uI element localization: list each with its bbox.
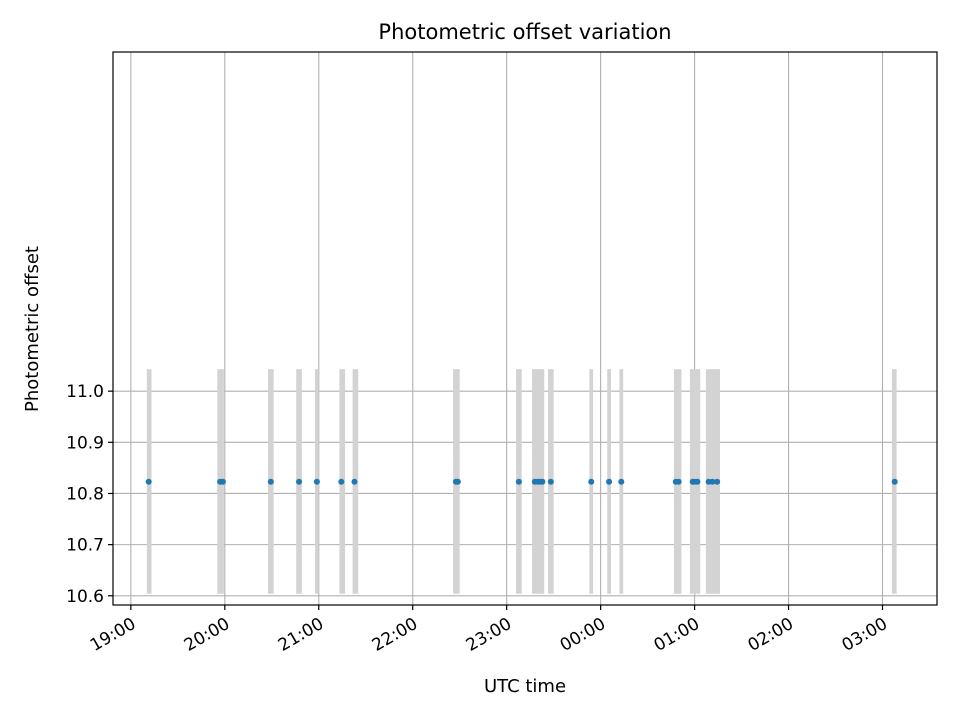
data-point xyxy=(313,478,320,485)
data-point xyxy=(714,478,721,485)
data-points xyxy=(145,478,898,485)
y-tick-label: 10.9 xyxy=(66,433,104,453)
data-point xyxy=(539,478,546,485)
data-point xyxy=(296,478,303,485)
data-point xyxy=(709,478,716,485)
data-point xyxy=(891,478,898,485)
data-point xyxy=(145,478,152,485)
chart-title: Photometric offset variation xyxy=(378,20,671,44)
data-point xyxy=(694,478,701,485)
y-axis-ticks: 10.6 10.7 10.8 10.9 11.0 xyxy=(66,382,113,607)
y-axis-label: Photometric offset xyxy=(22,246,43,412)
data-point xyxy=(606,478,613,485)
data-point xyxy=(618,478,625,485)
data-point xyxy=(675,478,682,485)
data-point xyxy=(351,478,358,485)
data-point xyxy=(515,478,522,485)
y-tick-label: 10.6 xyxy=(66,587,104,607)
y-tick-label: 11.0 xyxy=(66,382,104,402)
grid-lines xyxy=(113,52,937,605)
data-point xyxy=(267,478,274,485)
y-tick-label: 10.7 xyxy=(66,536,104,556)
data-point xyxy=(338,478,345,485)
plot-frame xyxy=(112,51,938,606)
data-point xyxy=(547,478,554,485)
data-point xyxy=(219,478,226,485)
data-point xyxy=(454,478,461,485)
data-point xyxy=(588,478,595,485)
y-tick-label: 10.8 xyxy=(66,484,104,504)
x-axis-label: UTC time xyxy=(484,676,566,697)
